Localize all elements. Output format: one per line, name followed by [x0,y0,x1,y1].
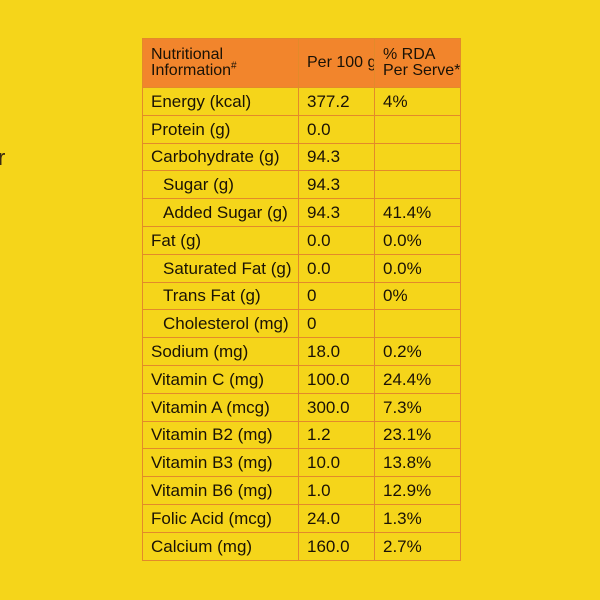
nutrient-per-100g: 1.0 [298,476,375,505]
nutrient-name: Fat (g) [142,225,299,255]
nutrient-rda: 0.0% [374,253,461,283]
table-row: Folic Acid (mcg) 24.0 1.3% [142,503,461,533]
nutrient-name: Energy (kcal) [142,87,299,116]
header-col1-mark: # [231,60,237,72]
nutrient-per-100g: 24.0 [298,503,375,533]
nutrient-name: Protein (g) [142,114,299,144]
nutrient-per-100g: 100.0 [298,364,375,394]
nutrient-rda: 7.3% [374,392,461,422]
table-row: Carbohydrate (g) 94.3 [142,142,461,172]
nutrient-name: Vitamin C (mg) [142,364,299,394]
header-rda-per-serve: % RDA Per Serve* [374,38,461,88]
nutrient-name: Cholesterol (mg) [142,309,299,339]
nutrient-per-100g: 0.0 [298,253,375,283]
table-row: Protein (g) 0.0 [142,114,461,144]
nutrient-per-100g: 0.0 [298,225,375,255]
nutrient-name: Vitamin A (mcg) [142,392,299,422]
table-row: Sodium (mg) 18.0 0.2% [142,337,461,366]
nutrient-rda [374,309,461,339]
nutrient-per-100g: 18.0 [298,337,375,366]
table-row: Saturated Fat (g) 0.0 0.0% [142,253,461,283]
nutrient-per-100g: 0.0 [298,114,375,144]
nutrient-per-100g: 94.3 [298,170,375,200]
table-row: Energy (kcal) 377.2 4% [142,87,461,116]
header-col3-line1: % RDA [383,46,436,63]
nutrient-per-100g: 94.3 [298,142,375,172]
nutrient-per-100g: 94.3 [298,198,375,227]
nutrient-per-100g: 377.2 [298,87,375,116]
header-row: Nutritional Information# Per 100 g % RDA… [142,38,461,88]
table-row: Added Sugar (g) 94.3 41.4% [142,198,461,227]
nutrient-rda: 24.4% [374,364,461,394]
nutrient-name: Added Sugar (g) [142,198,299,227]
nutrient-name: Vitamin B6 (mg) [142,476,299,505]
nutrient-rda: 4% [374,87,461,116]
nutrient-per-100g: 1.2 [298,420,375,450]
nutrient-rda: 0% [374,281,461,311]
nutrient-rda: 2.7% [374,531,461,561]
nutrient-name: Folic Acid (mcg) [142,503,299,533]
nutrient-per-100g: 160.0 [298,531,375,561]
table-row: Trans Fat (g) 0 0% [142,281,461,311]
nutrient-per-100g: 0 [298,281,375,311]
nutrient-name: Vitamin B2 (mg) [142,420,299,450]
nutrient-name: Trans Fat (g) [142,281,299,311]
nutrient-name: Calcium (mg) [142,531,299,561]
nutrient-rda: 0.0% [374,225,461,255]
header-col3-line2: Per Serve* [383,62,461,79]
table-row: Vitamin B3 (mg) 10.0 13.8% [142,448,461,478]
header-col1-line1: Nutritional [151,46,224,63]
nutrient-rda: 41.4% [374,198,461,227]
header-col1-line2: Information [151,62,232,79]
nutrient-per-100g: 300.0 [298,392,375,422]
table-row: Calcium (mg) 160.0 2.7% [142,531,461,561]
nutrient-name: Sodium (mg) [142,337,299,366]
nutrient-per-100g: 0 [298,309,375,339]
nutrient-rda [374,114,461,144]
nutrient-name: Carbohydrate (g) [142,142,299,172]
edge-glyph: r [0,145,6,170]
header-per-100g: Per 100 g [298,38,375,88]
nutrient-rda [374,142,461,172]
header-nutritional-information: Nutritional Information# [142,38,299,88]
table-row: Sugar (g) 94.3 [142,170,461,200]
nutrient-name: Saturated Fat (g) [142,253,299,283]
nutrient-rda: 13.8% [374,448,461,478]
table-row: Cholesterol (mg) 0 [142,309,461,339]
table-row: Vitamin C (mg) 100.0 24.4% [142,364,461,394]
nutrient-rda: 12.9% [374,476,461,505]
nutrient-rda: 1.3% [374,503,461,533]
nutrient-rda: 23.1% [374,420,461,450]
nutrient-name: Sugar (g) [142,170,299,200]
header-col2-label: Per 100 g [307,54,375,71]
nutrient-rda: 0.2% [374,337,461,366]
table-row: Vitamin A (mcg) 300.0 7.3% [142,392,461,422]
nutrition-table: Nutritional Information# Per 100 g % RDA… [142,38,461,561]
nutrient-name: Vitamin B3 (mg) [142,448,299,478]
table-row: Vitamin B6 (mg) 1.0 12.9% [142,476,461,505]
table-row: Fat (g) 0.0 0.0% [142,225,461,255]
nutrient-per-100g: 10.0 [298,448,375,478]
nutrient-rda [374,170,461,200]
table-row: Vitamin B2 (mg) 1.2 23.1% [142,420,461,450]
